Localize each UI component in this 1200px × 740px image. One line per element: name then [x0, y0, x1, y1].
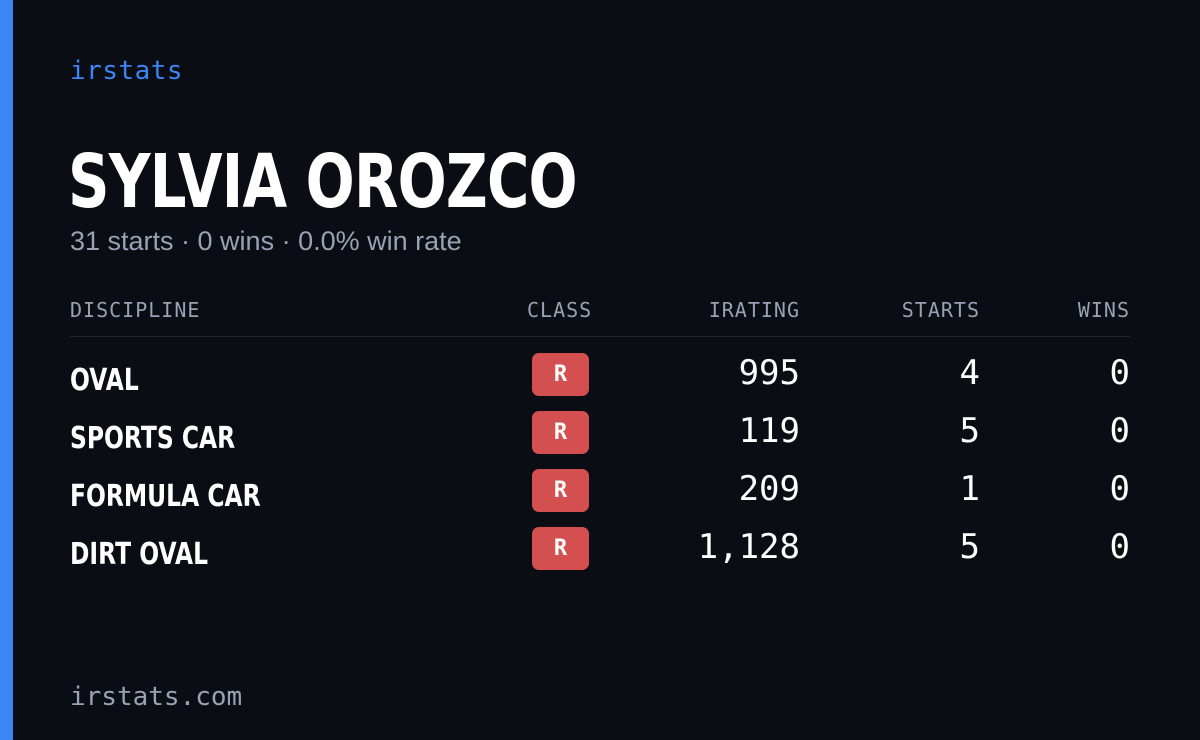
starts-value: 1: [959, 469, 980, 509]
class-badge: R: [532, 411, 589, 454]
starts-value: 5: [959, 411, 980, 451]
table-body: OVAL R 995 4 0 SPORTS CAR R 119 5 0 FORM…: [70, 337, 1130, 583]
driver-summary: 31 starts · 0 wins · 0.0% win rate: [70, 226, 462, 256]
irating-value: 209: [738, 469, 800, 509]
header-starts: STARTS: [901, 298, 980, 322]
stats-table: DISCIPLINE CLASS IRATING STARTS WINS OVA…: [70, 296, 1130, 583]
accent-bar: [0, 0, 13, 740]
starts-value: 5: [959, 527, 980, 567]
header-class: CLASS: [527, 298, 593, 322]
table-row-formula-car: FORMULA CAR R 209 1 0: [70, 467, 1130, 525]
irating-value: 995: [738, 353, 800, 393]
class-badge: R: [532, 527, 589, 570]
discipline-label: SPORTS CAR: [70, 421, 236, 456]
driver-name: SYLVIA OROZCO: [68, 139, 578, 225]
class-badge: R: [532, 353, 589, 396]
wins-value: 0: [1109, 527, 1130, 567]
wins-value: 0: [1109, 411, 1130, 451]
starts-value: 4: [959, 353, 980, 393]
header-discipline: DISCIPLINE: [70, 298, 201, 322]
discipline-label: DIRT OVAL: [70, 537, 209, 572]
discipline-label: FORMULA CAR: [70, 479, 261, 514]
irating-value: 119: [738, 411, 800, 451]
header-wins: WINS: [1077, 298, 1130, 322]
irating-value: 1,128: [697, 527, 800, 567]
table-header: DISCIPLINE CLASS IRATING STARTS WINS: [70, 296, 1130, 337]
table-row-dirt-oval: DIRT OVAL R 1,128 5 0: [70, 525, 1130, 583]
wins-value: 0: [1109, 353, 1130, 393]
discipline-label: OVAL: [70, 363, 139, 398]
brand-logo[interactable]: irstats: [70, 56, 184, 86]
header-irating: IRATING: [708, 298, 800, 322]
table-row-sports-car: SPORTS CAR R 119 5 0: [70, 409, 1130, 467]
table-row-oval: OVAL R 995 4 0: [70, 351, 1130, 409]
class-badge: R: [532, 469, 589, 512]
footer-url[interactable]: irstats.com: [70, 682, 243, 712]
wins-value: 0: [1109, 469, 1130, 509]
